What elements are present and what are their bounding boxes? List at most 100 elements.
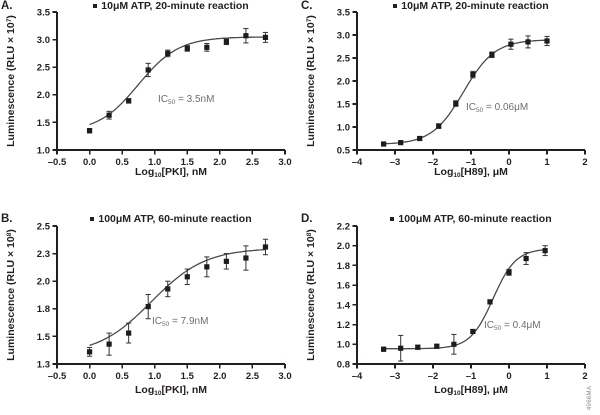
ic50-annotation: IC50 = 0.06μM [466,102,529,114]
x-tick-label: 1 [544,371,550,382]
y-tick-label: 2.5 [37,221,51,232]
data-point [525,39,531,45]
data-point [506,269,512,275]
data-point [381,141,387,147]
legend-label: 10μM ATP, 20-minute reaction [101,0,249,12]
fit-curve [383,39,548,145]
y-tick-label: 1.8 [37,304,50,315]
data-point [223,39,229,45]
y-tick-label: 0.8 [337,359,350,370]
legend-square-marker-icon [93,4,98,8]
data-point [542,248,548,254]
y-tick-label: 1.3 [37,359,50,370]
data-point [508,41,514,47]
data-point [398,140,404,146]
x-axis-label-subscript: 10 [453,172,461,179]
data-point [184,274,190,280]
y-tick-label: 0.5 [337,145,351,156]
x-tick-label: 0.0 [83,371,96,382]
figure-side-code: 4966MA [587,385,593,411]
y-tick-label: 1.0 [337,122,350,133]
x-axis-label-text: Log [135,166,155,178]
x-tick-label: 1 [544,157,550,168]
x-tick-label: 2 [582,157,587,168]
ic50-subscript: 50 [162,321,170,328]
x-tick-label: –2 [428,371,439,382]
y-tick-label: 2.5 [37,63,51,74]
ic50-subscript: 50 [476,107,484,114]
x-tick-label: –4 [352,157,363,168]
panel-b: B. 100μM ATP, 60-minute reaction Lumines… [0,200,300,415]
chart-plot: 1.3 1.5 1.8 2.0 2.3 2.5 –0.5 0.0 0.5 1.0 1.5 2.0 2.5… [37,221,292,382]
ic50-subscript: 50 [494,325,502,332]
ic50-text: IC [152,316,162,327]
data-point [544,38,550,44]
ic50-value: = 0.06μM [483,102,529,113]
data-point [243,255,249,261]
x-tick-label: 3.0 [278,157,291,168]
data-point [262,34,269,40]
x-axis-label: Log10[PKI], nM [57,384,285,397]
y-tick-label: 3.0 [337,30,350,41]
x-tick-label: 1.5 [181,157,195,168]
data-point [262,244,269,250]
panel-c: C. 10μM ATP, 20-minute reaction Luminesc… [300,0,600,200]
data-point [126,330,132,336]
data-point [106,112,112,118]
ic50-value: = 7.9nM [169,316,209,327]
x-tick-label: 1.0 [148,157,161,168]
x-tick-label: 2.0 [213,371,226,382]
y-tick-label: 1.5 [37,332,51,343]
x-tick-label: 0 [506,371,511,382]
legend: 10μM ATP, 20-minute reaction [57,0,285,12]
x-tick-label: 2.5 [246,371,260,382]
y-tick-label: 2.0 [37,90,50,101]
x-axis-label-subscript: 10 [453,390,461,397]
y-tick-label: 3.5 [37,7,51,18]
x-tick-label: –1 [466,157,477,168]
data-point [165,50,171,56]
data-point [398,345,404,351]
y-tick-label: 3.0 [37,35,50,46]
data-point [453,100,459,107]
ic50-text: IC [466,102,476,113]
fit-curve [89,248,266,347]
data-point [470,71,476,78]
ic50-annotation: IC50 = 7.9nM [152,316,209,328]
x-tick-label: 0 [506,157,511,168]
x-axis-label-text: Log [434,166,454,178]
axes [356,12,585,151]
x-axis-label-units: [PKI], nM [161,166,207,178]
x-axis-label-subscript: 10 [154,172,162,179]
axes [356,226,585,365]
x-tick-label: –4 [352,371,363,382]
x-tick-label: 0.0 [83,157,96,168]
fit-curve [383,249,546,350]
x-axis-label-units: [PKI], nM [161,384,207,396]
data-point [436,123,442,129]
legend-label: 100μM ATP, 60-minute reaction [98,213,252,225]
fit-curve [89,36,266,126]
legend-square-marker-icon [390,217,395,221]
y-tick-label: 1.6 [337,281,350,292]
data-point [223,258,229,264]
x-tick-label: –0.5 [48,157,67,168]
ic50-value: = 0.4μM [501,320,541,331]
y-tick-label: 2.0 [337,241,350,252]
legend-label: 100μM ATP, 60-minute reaction [398,213,552,225]
data-point [86,128,93,134]
data-point [415,344,421,350]
data-point [417,135,423,142]
data-point [243,33,249,39]
x-tick-label: –3 [390,371,401,382]
chart-plot: 0.5 1.0 1.5 2.0 2.5 3.0 3.5 –4 –3 –2 –1 0 1 2 [337,7,588,168]
data-point [434,343,440,349]
y-tick-label: 2.3 [37,249,50,260]
ic50-text: IC [158,94,168,105]
data-point [204,264,210,270]
y-tick-label: 1.5 [337,99,351,110]
chart-plot: 0.8 1.0 1.2 1.4 1.6 1.8 2.0 2.2 –4 –3 –2 –1 0 1 2 [337,221,588,382]
data-point [204,44,210,50]
data-point [489,52,495,58]
